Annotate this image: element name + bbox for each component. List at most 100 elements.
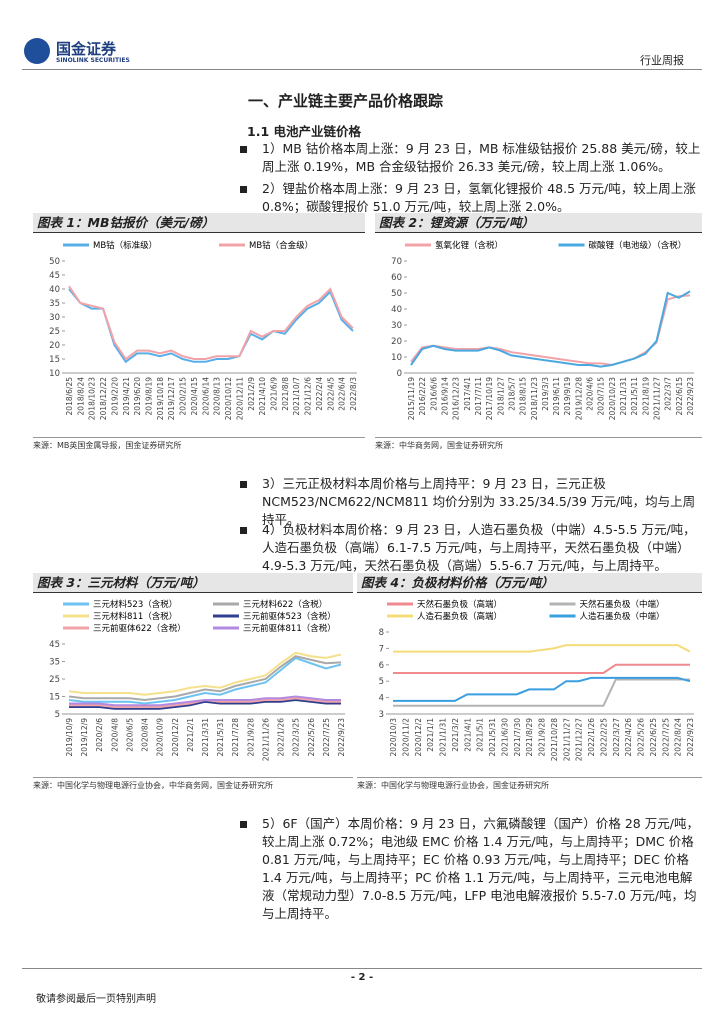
- x-tick-label: 2020/8/13: [213, 377, 222, 416]
- series-line: [69, 695, 341, 707]
- y-tick-label: 20: [49, 341, 60, 351]
- logo-cn: 国金证券: [56, 40, 117, 58]
- y-tick-label: 5: [379, 677, 384, 687]
- x-tick-label: 2021/1/31: [439, 718, 448, 757]
- x-tick-label: 2022/4/26: [624, 718, 633, 757]
- y-tick-label: 35: [49, 299, 60, 309]
- x-tick-label: 2019/9/19: [563, 377, 572, 416]
- chart: 氢氧化锂（含税） 碳酸锂（电池级）（含税） 0 10 20 30 40 50 60 70 2015/…: [391, 240, 695, 420]
- x-tick-label: 2020/10/3: [389, 718, 398, 757]
- x-tick-label: 2021/5/31: [216, 718, 225, 757]
- chart-source: 来源：MB英国金属导报，国金证券研究所: [33, 437, 365, 451]
- x-tick-label: 2021/1/31: [619, 377, 628, 416]
- chart-title: 图表 1：MB钴报价（美元/磅）: [33, 213, 365, 233]
- x-tick-label: 2022/7/25: [322, 718, 331, 757]
- y-tick-label: 15: [49, 693, 60, 703]
- x-tick-label: 2021/5/11: [630, 377, 639, 416]
- legend-label: 人造石墨负极（中端）: [580, 611, 665, 622]
- y-tick-label: 10: [49, 369, 60, 379]
- legend-label: 三元前驱体622（含税）: [93, 623, 186, 634]
- x-tick-label: 2018/8/15: [519, 377, 528, 416]
- chart-title: 图表 3：三元材料（万元/吨）: [33, 573, 353, 593]
- x-tick-label: 2019/8/19: [145, 377, 154, 416]
- chart: 天然石墨负极（高端） 天然石墨负极（中端） 人造石墨负极（高端） 人造石墨负极（中端）…: [379, 599, 695, 761]
- x-tick-label: 2022/3/25: [292, 718, 301, 757]
- x-tick-label: 2018/5/7: [507, 377, 516, 411]
- x-tick-label: 2021/10/7: [292, 377, 301, 416]
- x-tick-label: 2020/4/8: [110, 718, 119, 752]
- x-tick-label: 2022/1/26: [587, 718, 596, 757]
- y-tick-label: 8: [379, 628, 384, 638]
- x-tick-label: 2021/5/31: [488, 718, 497, 757]
- x-tick-label: 2021/6/30: [500, 718, 509, 757]
- chart: 三元材料523（含税） 三元材料622（含税） 三元材料811（含税） 三元前驱体52…: [49, 599, 346, 761]
- x-tick-label: 2020/10/9: [156, 718, 165, 757]
- series-line: [393, 644, 691, 653]
- disclaimer: 敬请参阅最后一页特别声明: [36, 994, 156, 1005]
- legend-label: MB钴（合金级）: [249, 240, 313, 251]
- series-line: [410, 290, 691, 368]
- x-tick-label: 2021/7/30: [513, 718, 522, 757]
- x-tick-label: 2021/9/28: [538, 718, 547, 757]
- x-tick-label: 2017/10/19: [485, 377, 494, 420]
- series-line: [68, 285, 354, 361]
- y-tick-label: 60: [391, 273, 402, 283]
- y-tick-label: 70: [391, 257, 402, 267]
- paragraph: 3）三元正极材料本周价格与上周持平：9 月 23 日，三元正极 NCM523/N…: [262, 476, 696, 527]
- chart-source: 来源：中国化学与物理电源行业协会，国金证券研究所: [357, 777, 702, 791]
- x-tick-label: 2021/2/9: [247, 377, 256, 411]
- x-tick-label: 2021/2/1: [186, 718, 195, 752]
- bullet: [240, 146, 247, 153]
- x-tick-label: 2020/6/5: [125, 718, 134, 752]
- x-tick-label: 2020/2/15: [179, 377, 188, 416]
- x-tick-label: 2020/12/2: [171, 718, 180, 757]
- legend-label: 三元材料811（含税）: [93, 611, 177, 622]
- x-tick-label: 2017/4/1: [463, 377, 472, 411]
- x-tick-label: 2019/10/9: [65, 718, 74, 757]
- x-tick-label: 2018/12/22: [99, 377, 108, 420]
- x-tick-label: 2016/6/6: [429, 377, 438, 411]
- header-rule: [22, 69, 702, 70]
- chart-source: 来源：中国化学与物理电源行业协会，中华商务网，国金证券研究所: [33, 777, 353, 791]
- y-tick-label: 40: [391, 305, 402, 315]
- x-tick-label: 2021/8/8: [281, 377, 290, 411]
- bullet: [240, 821, 247, 828]
- series-line: [393, 678, 690, 707]
- y-tick-label: 50: [391, 289, 402, 299]
- x-tick-label: 2018/8/24: [76, 377, 85, 416]
- report-type: 行业周报: [640, 54, 684, 67]
- y-tick-label: 45: [49, 271, 60, 281]
- y-tick-label: 6: [379, 661, 384, 671]
- y-tick-label: 0: [397, 369, 402, 379]
- x-tick-label: 2020/6/14: [201, 377, 210, 416]
- legend-label: 三元前驱体811（含税）: [243, 623, 336, 634]
- bullet: [240, 527, 247, 534]
- x-tick-label: 2022/5/26: [637, 718, 646, 757]
- x-tick-label: 2022/3/27: [612, 718, 621, 757]
- y-tick-label: 20: [391, 337, 402, 347]
- x-tick-label: 2021/7/28: [231, 718, 240, 757]
- legend-label: 人造石墨负极（高端）: [417, 611, 502, 622]
- bullet: [240, 481, 247, 488]
- x-tick-label: 2021/12/6: [304, 377, 313, 416]
- x-tick-label: 2016/12/23: [452, 377, 461, 420]
- paragraph: 4）负极材料本周价格：9 月 23 日，人造石墨负极（中端）4.5-5.5 万元…: [262, 522, 696, 573]
- logo-mark: [24, 38, 50, 64]
- footer-rule: [22, 968, 702, 969]
- section-title: 一、产业链主要产品价格跟踪: [248, 92, 444, 110]
- x-tick-label: 2019/6/20: [133, 377, 142, 416]
- x-tick-label: 2022/6/15: [675, 377, 684, 416]
- y-tick-label: 30: [391, 321, 402, 331]
- series-line: [393, 676, 691, 702]
- y-tick-label: 15: [49, 355, 60, 365]
- x-tick-label: 2020/12/11: [235, 377, 244, 420]
- x-tick-label: 2019/12/17: [167, 377, 176, 420]
- x-tick-label: 2021/4/10: [258, 377, 267, 416]
- y-tick-label: 10: [391, 353, 402, 363]
- x-tick-label: 2020/7/15: [597, 377, 606, 416]
- chart: MB钴（标准级） MB钴（合金级） 10 15 20 25 30 35 40 45 50 2018/6…: [49, 240, 358, 420]
- x-tick-label: 2019/12/28: [574, 377, 583, 420]
- x-tick-label: 2021/4/1: [463, 718, 472, 752]
- x-tick-label: 2019/2/20: [110, 377, 119, 416]
